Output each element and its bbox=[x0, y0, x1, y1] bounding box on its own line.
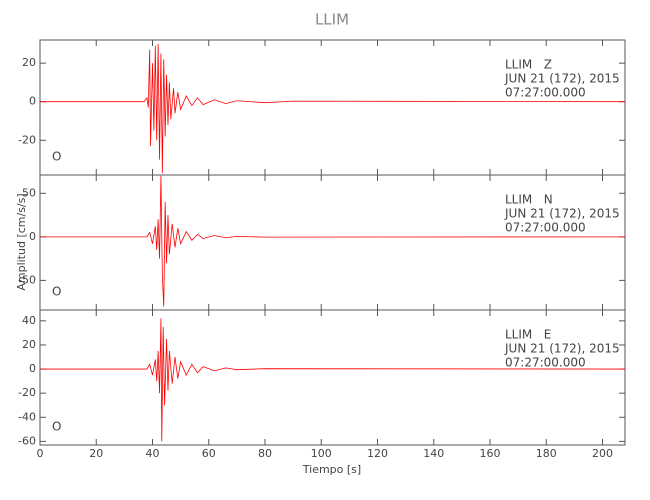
y-tick-label: 20 bbox=[22, 56, 36, 69]
corner-label: O bbox=[52, 285, 61, 299]
y-tick-label: -50 bbox=[18, 273, 36, 286]
x-tick-label: 60 bbox=[202, 447, 216, 460]
y-tick-label: 0 bbox=[29, 362, 36, 375]
annotation: LLIM E bbox=[505, 328, 551, 342]
annotation: JUN 21 (172), 2015 bbox=[504, 342, 620, 356]
annotation: LLIM Z bbox=[505, 58, 552, 72]
y-tick-label: 20 bbox=[22, 338, 36, 351]
waveform bbox=[40, 175, 625, 307]
y-axis-label: Amplitud [cm/s/s] bbox=[15, 193, 28, 290]
annotation: 07:27:00.000 bbox=[505, 221, 586, 235]
x-tick-label: 140 bbox=[423, 447, 444, 460]
x-tick-label: 20 bbox=[89, 447, 103, 460]
annotation: 07:27:00.000 bbox=[505, 86, 586, 100]
corner-label: O bbox=[52, 150, 61, 164]
annotation: JUN 21 (172), 2015 bbox=[504, 72, 620, 86]
annotation: 07:27:00.000 bbox=[505, 356, 586, 370]
y-tick-label: 0 bbox=[29, 95, 36, 108]
x-tick-label: 180 bbox=[536, 447, 557, 460]
y-tick-label: 40 bbox=[22, 314, 36, 327]
x-tick-label: 0 bbox=[37, 447, 44, 460]
x-tick-label: 40 bbox=[146, 447, 160, 460]
y-tick-label: 50 bbox=[22, 186, 36, 199]
waveform bbox=[40, 43, 625, 174]
annotation: JUN 21 (172), 2015 bbox=[504, 207, 620, 221]
y-tick-label: -20 bbox=[18, 386, 36, 399]
y-tick-label: -40 bbox=[18, 410, 36, 423]
corner-label: O bbox=[52, 420, 61, 434]
waveform bbox=[40, 318, 625, 442]
chart-title: LLIM bbox=[315, 11, 349, 29]
x-axis-label: Tiempo [s] bbox=[302, 463, 361, 476]
x-tick-label: 100 bbox=[311, 447, 332, 460]
x-tick-label: 160 bbox=[480, 447, 501, 460]
y-tick-label: 0 bbox=[29, 230, 36, 243]
panel-frame bbox=[39, 309, 626, 446]
y-tick-label: -20 bbox=[18, 133, 36, 146]
x-tick-label: 200 bbox=[592, 447, 613, 460]
x-tick-label: 80 bbox=[258, 447, 272, 460]
annotation: LLIM N bbox=[505, 193, 553, 207]
y-tick-label: -60 bbox=[18, 434, 36, 447]
x-tick-label: 120 bbox=[367, 447, 388, 460]
